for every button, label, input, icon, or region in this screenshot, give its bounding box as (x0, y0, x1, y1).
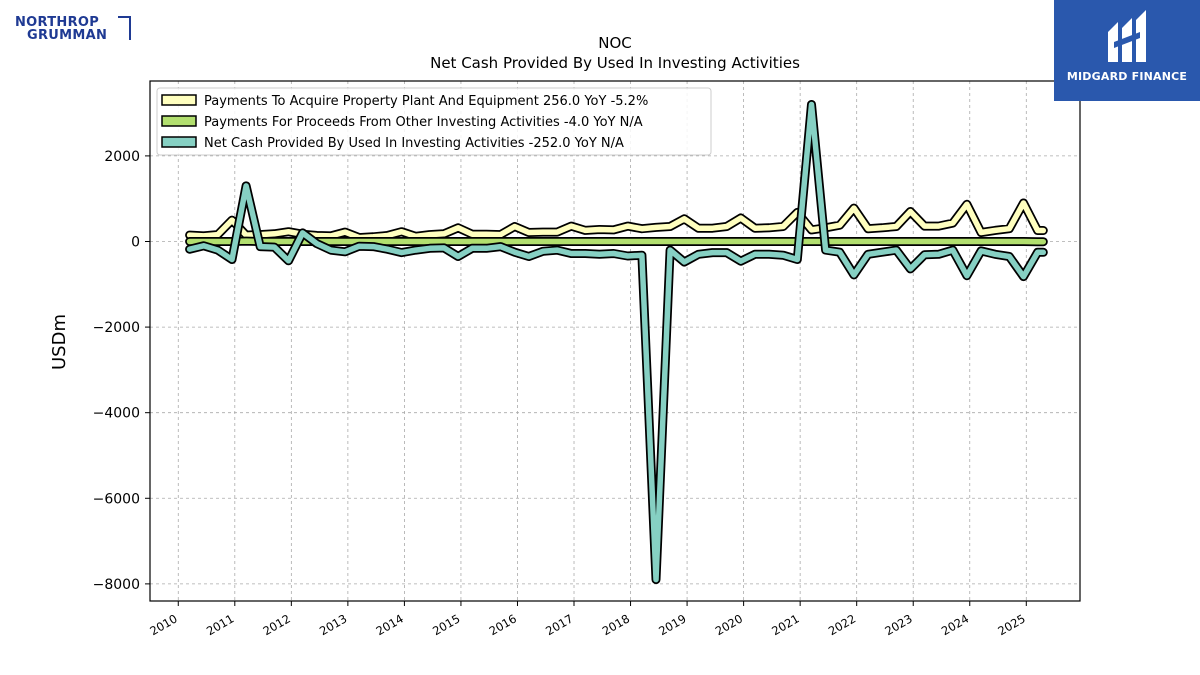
x-tick-label: 2015 (430, 611, 462, 638)
plot-frame (149, 80, 1081, 602)
legend-swatch-ppe (161, 94, 197, 106)
midgard-finance-text: MIDGARD FINANCE (1066, 70, 1188, 83)
legend-swatch-net (161, 136, 197, 148)
y-tick-label: −4000 (93, 406, 140, 422)
series-line-other (186, 238, 1047, 245)
chart-subtitle: Net Cash Provided By Used In Investing A… (430, 54, 800, 72)
series-line-ppe (186, 200, 1047, 241)
grid-lines (150, 81, 1080, 601)
x-tick-label: 2011 (204, 611, 236, 638)
chart-title: NOC (598, 34, 632, 52)
x-axis: 2010 2011 2012 2013 2014 2015 2016 2017 2018 2019… (147, 601, 1028, 638)
x-tick-label: 2022 (826, 611, 858, 638)
legend-entry-net: Net Cash Provided By Used In Investing A… (204, 136, 624, 151)
x-tick-label: 2010 (147, 611, 179, 638)
x-tick-label: 2014 (374, 611, 406, 638)
x-tick-label: 2019 (656, 611, 688, 638)
x-tick-label: 2012 (260, 611, 292, 638)
series-line-net-outline (185, 100, 1048, 585)
y-tick-label: 0 (131, 234, 140, 250)
x-tick-label: 2025 (995, 611, 1027, 638)
legend: Payments To Acquire Property Plant And E… (156, 87, 712, 156)
y-tick-label: −2000 (93, 320, 140, 336)
legend-entry-other: Payments For Proceeds From Other Investi… (204, 115, 643, 130)
y-tick-label: −8000 (93, 577, 140, 593)
y-tick-label: 2000 (104, 149, 140, 165)
midgard-finance-logo: MIDGARD FINANCE (1054, 0, 1200, 101)
y-tick-label: −6000 (93, 491, 140, 507)
x-tick-label: 2024 (939, 611, 971, 638)
y-axis: −8000 −6000 −4000 −2000 0 2000 (93, 149, 150, 593)
x-tick-label: 2023 (882, 611, 914, 638)
legend-entry-ppe: Payments To Acquire Property Plant And E… (204, 94, 648, 109)
legend-swatch-other (161, 115, 197, 127)
x-tick-label: 2020 (713, 611, 745, 638)
series-line-net (186, 101, 1047, 583)
logo-bracket-icon (118, 16, 131, 40)
series-lines (185, 100, 1048, 585)
x-tick-label: 2018 (600, 611, 632, 638)
northrop-grumman-logo: NORTHROP GRUMMAN (14, 14, 134, 44)
x-tick-label: 2021 (769, 611, 801, 638)
y-axis-label: USDm (49, 314, 70, 370)
x-tick-label: 2016 (487, 611, 519, 638)
logo-text-line1: NORTHROP (15, 15, 100, 30)
midgard-emblem-icon (1108, 10, 1146, 62)
legend-box (156, 87, 712, 156)
x-tick-label: 2017 (543, 611, 575, 638)
x-tick-label: 2013 (317, 611, 349, 638)
logo-text-line2: GRUMMAN (27, 28, 108, 43)
